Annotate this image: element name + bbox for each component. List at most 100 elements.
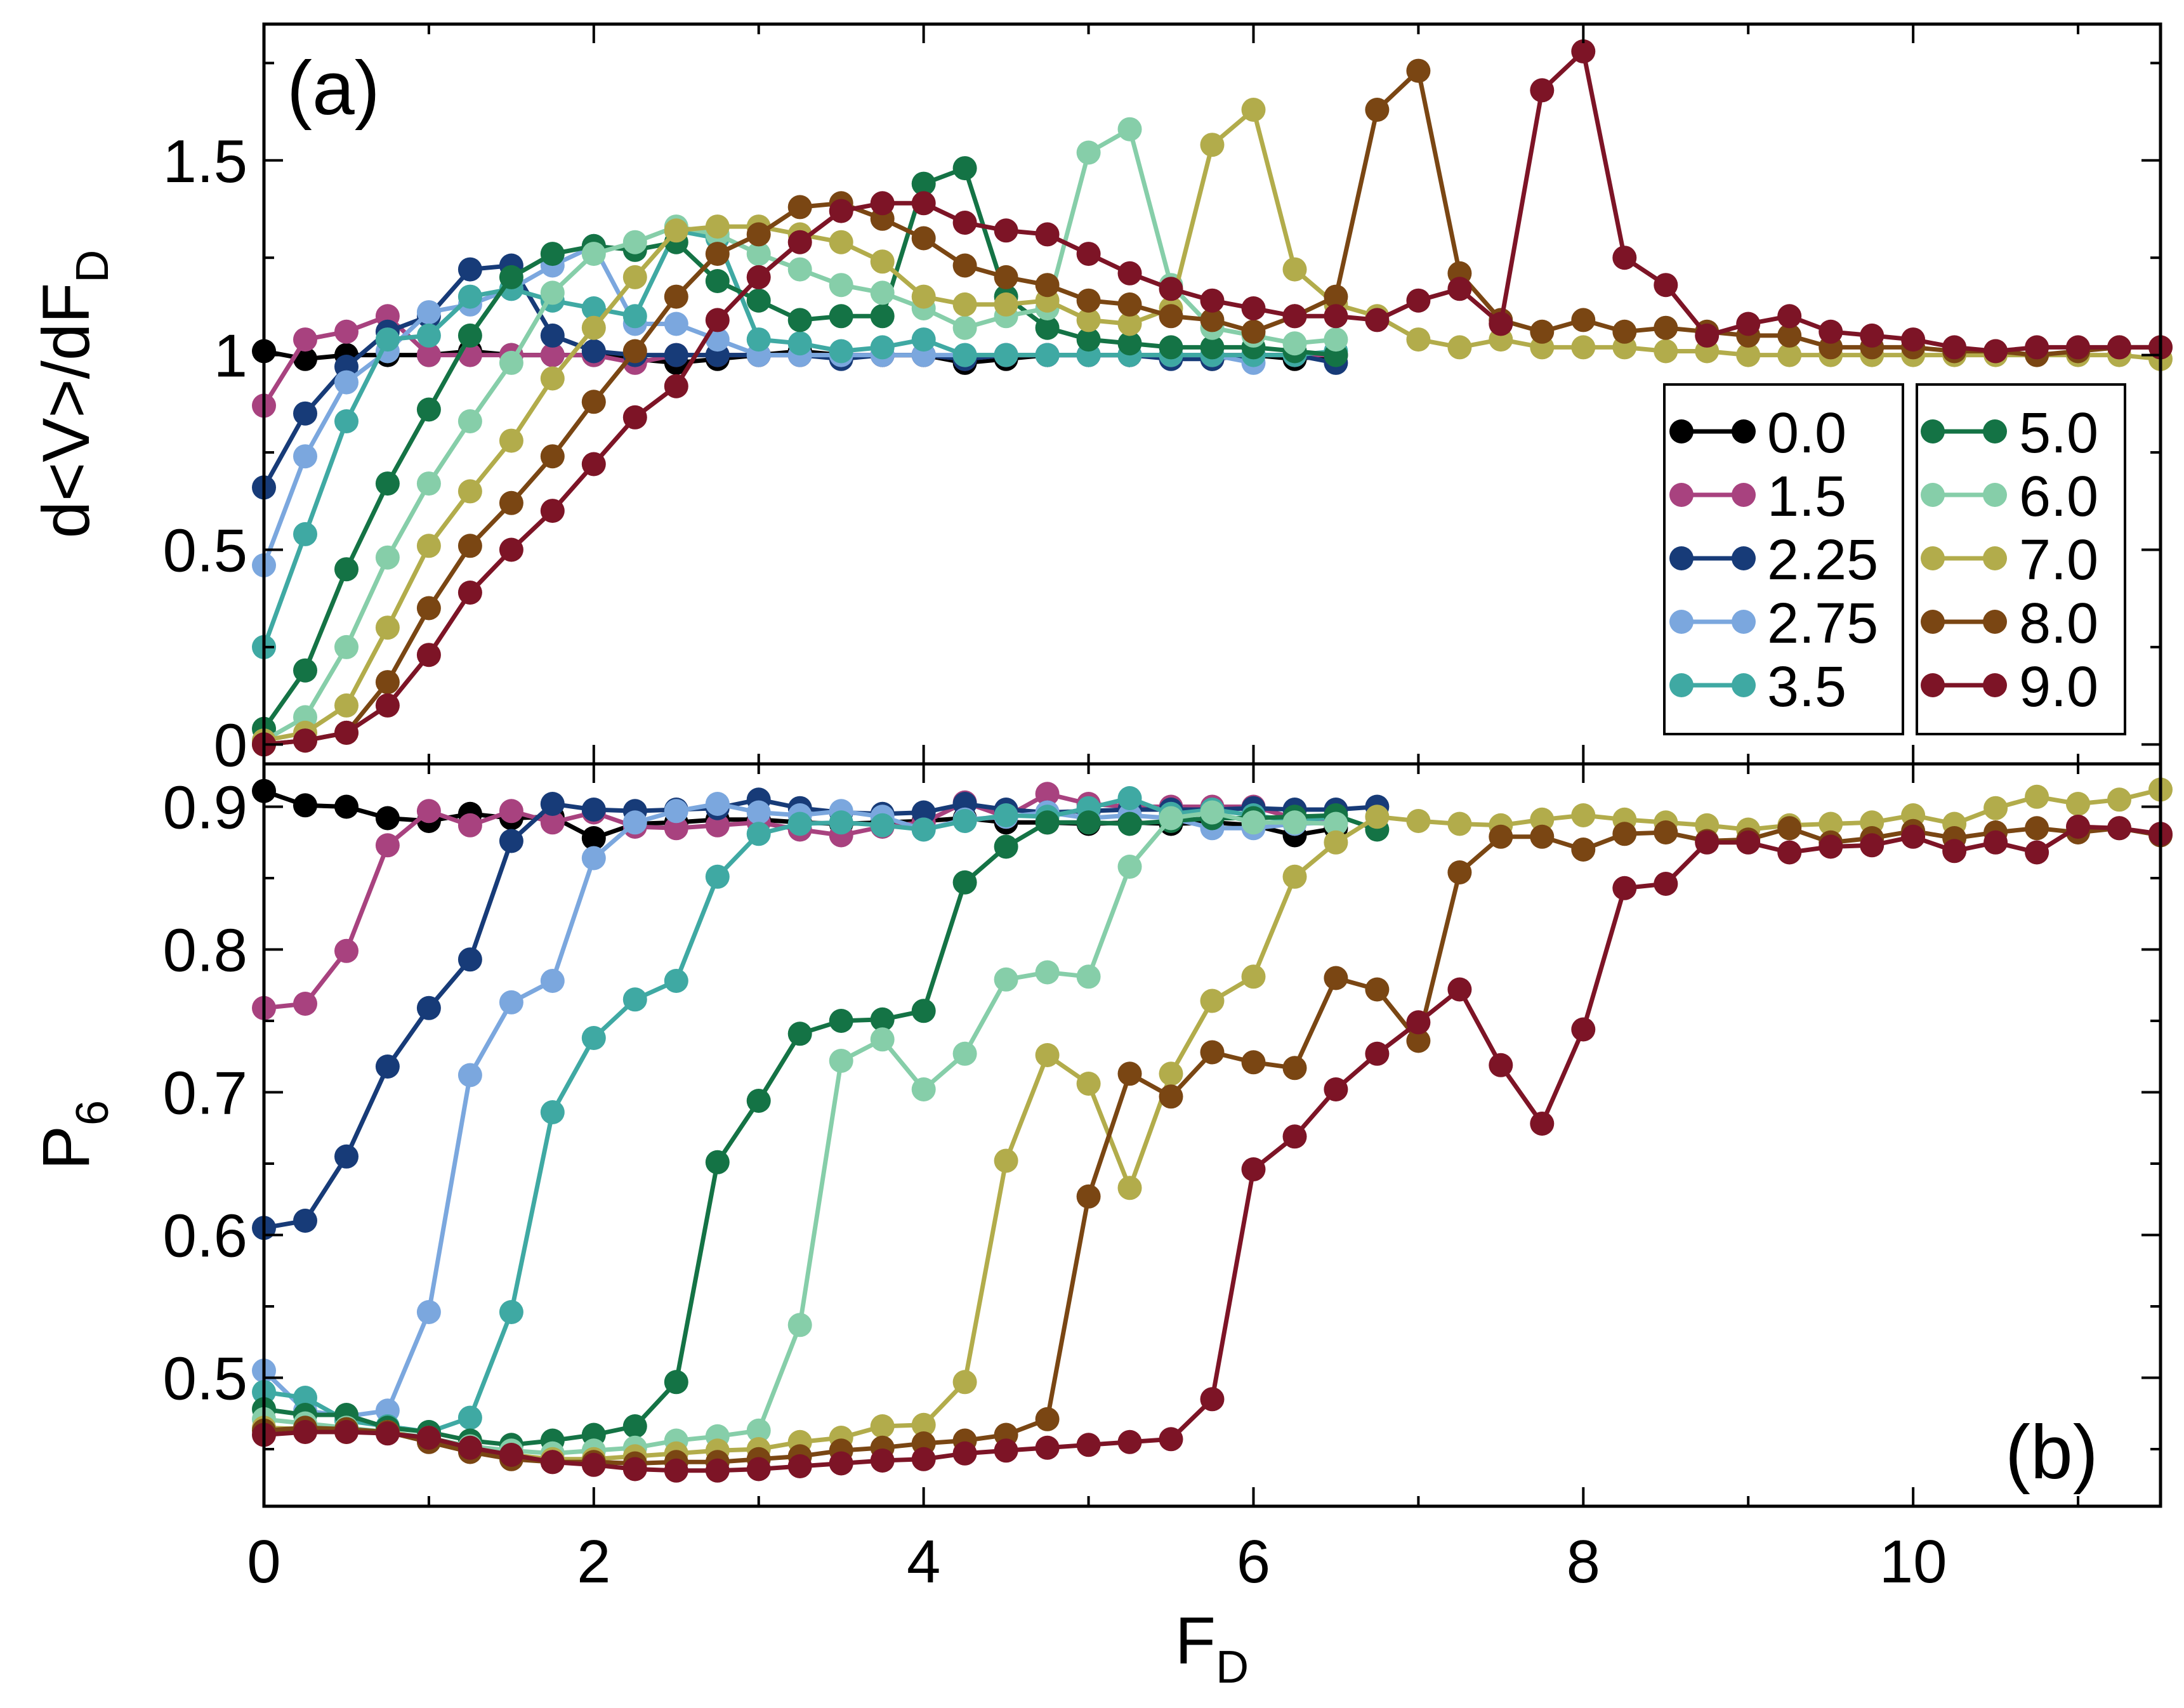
data-point — [540, 323, 565, 348]
data-point — [1571, 838, 1596, 862]
data-point — [870, 304, 895, 329]
legend-item-6.0: 6.0 — [1921, 465, 2098, 529]
data-point — [1447, 860, 1472, 884]
legend-marker — [1732, 419, 1756, 443]
data-point — [1035, 782, 1060, 806]
data-point — [293, 1209, 317, 1233]
legend-entries: 0.01.52.252.753.5 5.06.07.08.09.0 — [1669, 402, 2098, 719]
data-point — [1365, 805, 1390, 829]
data-point — [746, 1457, 771, 1481]
data-point — [334, 1144, 359, 1169]
y-axis-label-a-main: d<V>/dF — [29, 283, 103, 539]
data-point — [1035, 315, 1060, 340]
data-point — [334, 409, 359, 433]
y-axis-label-a: d<V>/dFD — [29, 250, 118, 539]
data-point — [499, 490, 523, 515]
data-point — [952, 211, 977, 235]
legend-marker — [1983, 610, 2007, 634]
series-b-7.0 — [252, 777, 2173, 1471]
data-point — [1571, 1017, 1596, 1042]
data-point — [664, 343, 688, 367]
panel-b-label: (b) — [2005, 1410, 2098, 1495]
data-point — [540, 1450, 565, 1475]
data-point — [416, 995, 441, 1020]
data-point — [1571, 308, 1596, 332]
data-point — [1571, 39, 1596, 63]
data-point — [705, 269, 730, 293]
data-point — [746, 327, 771, 352]
series-line-b-5.0 — [263, 813, 1378, 1447]
data-point — [1241, 319, 1266, 344]
data-point — [581, 296, 606, 320]
x-tick-label: 4 — [907, 1528, 940, 1596]
data-point — [1695, 323, 1720, 348]
data-point — [581, 1026, 606, 1050]
data-point — [1365, 98, 1390, 122]
data-point — [1819, 834, 1843, 859]
data-point — [1076, 288, 1101, 313]
data-point — [952, 809, 977, 833]
data-point — [787, 1313, 812, 1337]
data-point — [375, 806, 400, 831]
data-point — [705, 864, 730, 889]
data-point — [2066, 792, 2090, 816]
data-point — [787, 308, 812, 332]
data-point — [375, 615, 400, 640]
data-point — [416, 397, 441, 422]
data-point — [1571, 803, 1596, 827]
legend-label: 6.0 — [2019, 465, 2098, 529]
data-point — [416, 799, 441, 824]
data-point — [664, 816, 688, 841]
data-point — [1406, 327, 1431, 352]
data-point — [870, 1007, 895, 1032]
data-point — [457, 813, 482, 838]
data-point — [375, 1421, 400, 1446]
data-point — [664, 969, 688, 993]
data-point — [1076, 1184, 1101, 1209]
data-point — [1324, 966, 1348, 990]
y-axis-label-b-sub: 6 — [67, 1100, 118, 1126]
data-point — [952, 870, 977, 895]
data-point — [416, 471, 441, 496]
data-point — [746, 222, 771, 247]
data-point — [952, 1441, 977, 1466]
ticks-layer: 00.511.50.50.60.70.80.90 2 4 6 8 10 — [163, 24, 2161, 1596]
data-point — [622, 339, 647, 364]
legend-item-9.0: 9.0 — [1921, 655, 2098, 719]
data-point — [1365, 977, 1390, 1002]
data-point — [375, 670, 400, 695]
data-point — [1076, 810, 1101, 835]
data-point — [1406, 809, 1431, 833]
data-point — [622, 405, 647, 430]
data-point — [994, 1148, 1018, 1173]
data-point — [1159, 1061, 1183, 1086]
data-point — [994, 292, 1018, 317]
data-point — [664, 284, 688, 309]
data-point — [499, 265, 523, 289]
data-point — [499, 1443, 523, 1467]
data-point — [457, 284, 482, 309]
data-point — [334, 370, 359, 395]
data-point — [499, 428, 523, 453]
data-point — [1819, 811, 1843, 836]
data-point — [829, 304, 853, 329]
y-tick-label-b: 0.8 — [163, 917, 247, 985]
data-point — [293, 444, 317, 469]
series-b-9.0 — [252, 815, 2173, 1483]
data-point — [334, 794, 359, 819]
data-point — [1324, 304, 1348, 329]
data-point — [787, 230, 812, 254]
y-tick-label-a: 0.5 — [163, 516, 247, 584]
data-point — [1530, 78, 1555, 103]
data-point — [1035, 343, 1060, 367]
data-point — [1819, 319, 1843, 344]
data-point — [334, 557, 359, 582]
data-point — [911, 226, 936, 251]
data-point — [540, 444, 565, 469]
data-point — [2025, 335, 2049, 360]
legend-label: 2.75 — [1767, 592, 1878, 655]
data-point — [911, 327, 936, 352]
data-point — [1282, 331, 1307, 356]
data-point — [622, 304, 647, 329]
legend-marker — [1732, 673, 1756, 697]
